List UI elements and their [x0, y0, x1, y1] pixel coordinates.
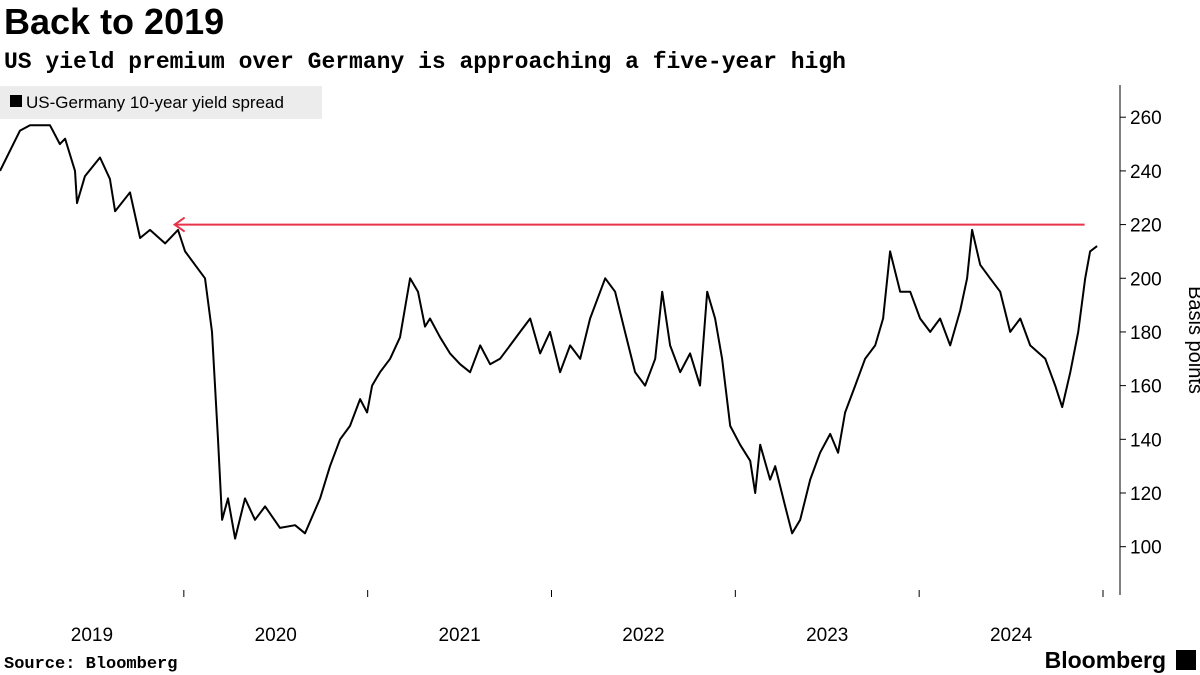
y-tick-label: 100 [1130, 538, 1162, 559]
x-tick-label: 2019 [71, 625, 113, 646]
y-axis-label: Basis points [1184, 286, 1200, 394]
y-tick-label: 140 [1130, 430, 1162, 451]
y-tick-label: 220 [1130, 216, 1162, 237]
y-tick-label: 120 [1130, 484, 1162, 505]
branding: Bloomberg [1045, 647, 1166, 673]
y-tick-label: 160 [1130, 377, 1162, 398]
source: Source: Bloomberg [4, 655, 177, 674]
chart-title: Back to 2019 [4, 1, 224, 42]
y-tick-label: 240 [1130, 162, 1162, 183]
x-tick-label: 2024 [990, 625, 1033, 646]
legend-swatch [10, 95, 22, 107]
y-tick-label: 260 [1130, 108, 1162, 129]
brand-icon [1176, 650, 1196, 670]
y-tick-label: 180 [1130, 323, 1162, 344]
chart-subtitle: US yield premium over Germany is approac… [4, 49, 846, 75]
x-tick-label: 2022 [622, 625, 664, 646]
legend-label: US-Germany 10-year yield spread [26, 93, 284, 112]
arrow-head [172, 216, 186, 233]
x-tick-label: 2021 [438, 625, 480, 646]
x-tick-label: 2023 [806, 625, 848, 646]
legend-box [0, 86, 322, 119]
data-line [0, 124, 1098, 540]
x-tick-label: 2020 [255, 625, 297, 646]
y-tick-label: 200 [1130, 269, 1162, 290]
